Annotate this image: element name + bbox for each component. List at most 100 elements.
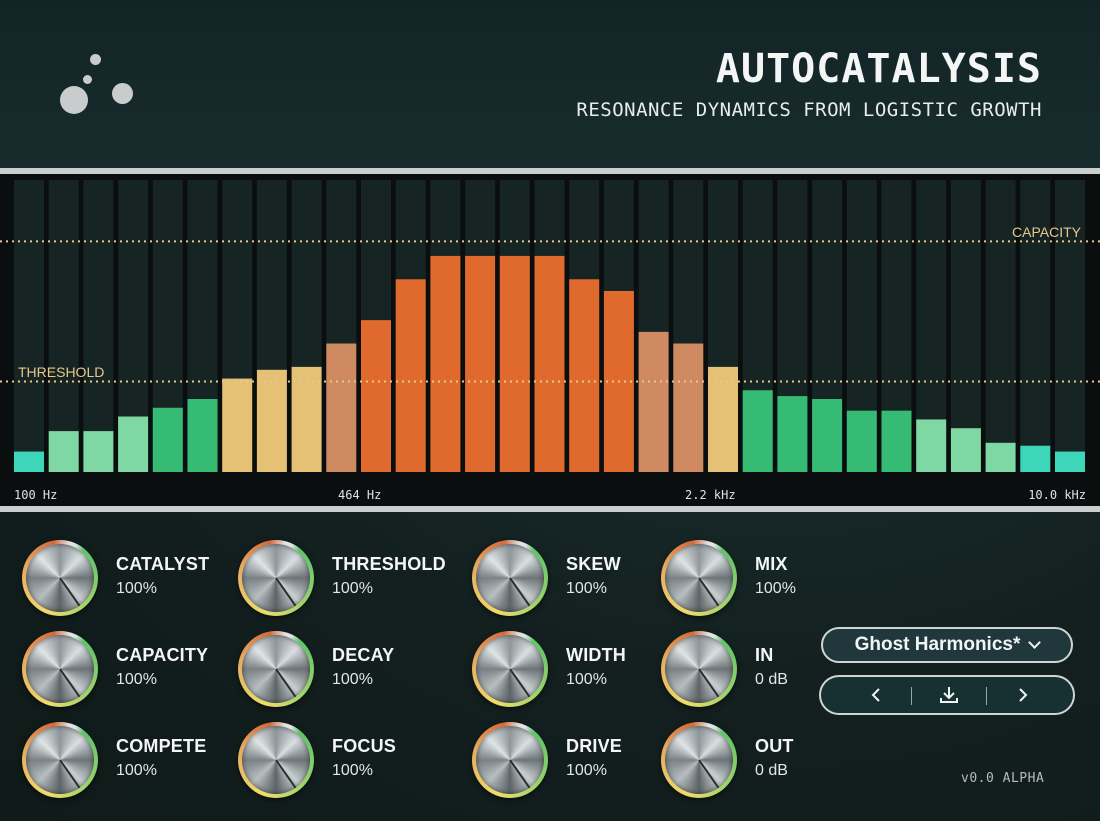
knob-label: THRESHOLD — [332, 554, 446, 574]
knob-label: IN — [755, 645, 774, 665]
knob-label: DECAY — [332, 645, 395, 665]
knob-dial[interactable] — [22, 540, 98, 616]
spectrum-bar — [812, 399, 843, 472]
knob-compete[interactable]: COMPETE 100% — [22, 722, 232, 802]
spectrum-bar — [291, 366, 322, 472]
preset-dropdown[interactable]: Ghost Harmonics* — [821, 627, 1073, 663]
capacity-label: CAPACITY — [1012, 224, 1081, 240]
knob-dial[interactable] — [661, 722, 737, 798]
spectrum-bar — [950, 428, 981, 472]
knob-dial[interactable] — [238, 540, 314, 616]
spectrum-bar — [673, 343, 704, 472]
knob-value: 100% — [116, 762, 157, 779]
spectrum-bar — [846, 410, 877, 472]
spectrum-bar — [708, 366, 738, 472]
knob-dial[interactable] — [661, 540, 737, 616]
spectrum-bar — [187, 399, 218, 472]
bar-slot — [83, 180, 114, 472]
spectrum-bar — [465, 255, 496, 472]
spectrum-bar — [534, 255, 565, 472]
spectrum-bar — [361, 320, 391, 472]
spectrum-bar — [395, 279, 426, 472]
knob-label: DRIVE — [566, 736, 623, 756]
bar-slot — [950, 180, 981, 472]
app-title: AUTOCATALYSIS — [715, 46, 1042, 92]
spectrum-bar — [569, 279, 600, 472]
prev-preset-button[interactable] — [839, 677, 913, 713]
knob-value: 100% — [332, 671, 373, 688]
spectrum-bar — [152, 407, 183, 472]
knob-dial[interactable] — [472, 722, 548, 798]
preset-nav — [819, 675, 1075, 715]
knob-out[interactable]: OUT 0 dB — [661, 722, 871, 802]
version-label: v0.0 ALPHA — [961, 771, 1045, 786]
spectrum-bar — [638, 331, 669, 472]
spectrum-bar — [499, 255, 530, 472]
divider — [986, 687, 987, 705]
knob-mix[interactable]: MIX 100% — [661, 540, 871, 620]
spectrum-bar — [118, 416, 149, 472]
spectrum-bar — [916, 419, 947, 472]
knob-value: 0 dB — [755, 671, 788, 688]
spectrum-bar — [14, 451, 44, 472]
bar-slot — [985, 180, 1016, 472]
spectrum-bar — [985, 442, 1016, 472]
knob-width[interactable]: WIDTH 100% — [472, 631, 682, 711]
bar-slot — [48, 180, 79, 472]
spectrum-bar — [326, 343, 357, 472]
knob-value: 100% — [566, 580, 607, 597]
download-icon — [940, 687, 958, 703]
chevron-right-icon — [1019, 688, 1028, 702]
spectrum-bar — [742, 390, 773, 472]
knob-dial[interactable] — [472, 631, 548, 707]
knob-capacity[interactable]: CAPACITY 100% — [22, 631, 232, 711]
knob-dial[interactable] — [22, 631, 98, 707]
spectrum-bar — [1020, 445, 1051, 472]
spectrum-bar — [48, 431, 79, 472]
knob-dial[interactable] — [661, 631, 737, 707]
next-preset-button[interactable] — [986, 677, 1060, 713]
spectrum-bar — [256, 369, 287, 472]
knob-value: 100% — [566, 762, 607, 779]
knob-value: 100% — [116, 671, 157, 688]
knob-value: 100% — [332, 762, 373, 779]
logo-icon — [56, 50, 136, 120]
knob-label: CATALYST — [116, 554, 210, 574]
spectrum-bar — [1055, 451, 1085, 472]
freq-label-464hz: 464 Hz — [338, 488, 382, 502]
spectrum-display: CAPACITY THRESHOLD 100 Hz 464 Hz 2.2 kHz… — [0, 168, 1100, 512]
knob-dial[interactable] — [22, 722, 98, 798]
divider — [911, 687, 912, 705]
knob-value: 100% — [755, 580, 796, 597]
knob-label: MIX — [755, 554, 788, 574]
knob-catalyst[interactable]: CATALYST 100% — [22, 540, 232, 620]
bar-slot — [1055, 180, 1085, 472]
bar-slot — [1020, 180, 1051, 472]
preset-name: Ghost Harmonics* — [854, 634, 1021, 655]
knob-label: COMPETE — [116, 736, 207, 756]
save-preset-button[interactable] — [912, 677, 986, 713]
knob-dial[interactable] — [238, 722, 314, 798]
chevron-left-icon — [871, 688, 880, 702]
threshold-label: THRESHOLD — [18, 364, 105, 380]
chevron-down-icon — [1028, 636, 1042, 649]
freq-label-10khz: 10.0 kHz — [1028, 488, 1086, 502]
knob-dial[interactable] — [472, 540, 548, 616]
knob-decay[interactable]: DECAY 100% — [238, 631, 448, 711]
spectrum-bar — [881, 410, 912, 472]
knob-in[interactable]: IN 0 dB — [661, 631, 871, 711]
spectrum-bars — [0, 180, 1100, 472]
spectrum-bar — [430, 255, 461, 472]
app-subtitle: RESONANCE DYNAMICS FROM LOGISTIC GROWTH — [576, 99, 1042, 121]
knob-threshold[interactable]: THRESHOLD 100% — [238, 540, 448, 620]
knob-label: SKEW — [566, 554, 621, 574]
bar-slot — [14, 180, 44, 472]
knob-skew[interactable]: SKEW 100% — [472, 540, 682, 620]
knob-label: CAPACITY — [116, 645, 209, 665]
knob-dial[interactable] — [238, 631, 314, 707]
knob-value: 100% — [566, 671, 607, 688]
knob-focus[interactable]: FOCUS 100% — [238, 722, 448, 802]
knob-drive[interactable]: DRIVE 100% — [472, 722, 682, 802]
freq-label-100hz: 100 Hz — [14, 488, 58, 502]
knob-label: OUT — [755, 736, 794, 756]
